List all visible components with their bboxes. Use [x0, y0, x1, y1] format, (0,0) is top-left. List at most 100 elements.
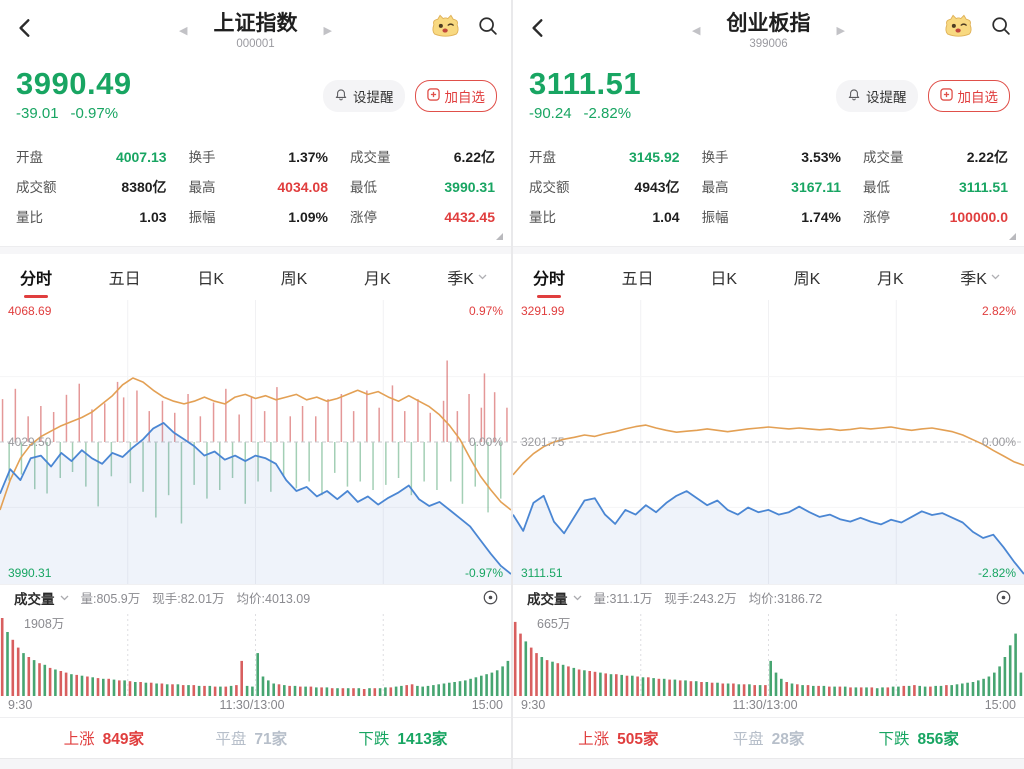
volume-total: 量:805.9万 [80, 592, 141, 606]
stat-value: 2.22亿 [966, 149, 1008, 165]
tab-月K[interactable]: 月K [362, 255, 393, 299]
advancers-count[interactable]: 上涨 849家 [64, 727, 144, 749]
tab-月K[interactable]: 月K [875, 255, 906, 299]
volume-total: 量:311.1万 [593, 592, 653, 606]
stock-title: 创业板指 [726, 11, 811, 35]
unchanged-count[interactable]: 平盘 28家 [733, 727, 805, 749]
tab-日K[interactable]: 日K [195, 255, 226, 299]
period-tabs: 分时 五日 日K 周K 月K 季K [513, 254, 1024, 300]
unchanged-count[interactable]: 平盘 71家 [215, 727, 287, 749]
stat-label: 成交额 [16, 180, 57, 195]
search-icon[interactable] [477, 15, 499, 37]
add-watchlist-button[interactable]: 加自选 [414, 80, 497, 112]
stats-grid: 开盘 4007.13 换手 1.37% 成交量 6.22亿 成交额 8380亿 最高 4034.0… [0, 140, 511, 246]
stat-label: 成交额 [529, 180, 570, 195]
price-change: -39.01 -0.97% [16, 105, 132, 122]
price-section: 3111.51 -90.24 -2.82% 设提醒 加自选 [513, 62, 1024, 140]
expand-stats-icon[interactable] [1009, 233, 1016, 240]
stat-item: 量比 1.03 [16, 206, 167, 226]
stat-item: 换手 1.37% [189, 146, 328, 167]
section-divider [0, 246, 511, 254]
top-bar: ◀ 上证指数 000001 ▶ [0, 0, 511, 62]
price-section: 3990.49 -39.01 -0.97% 设提醒 加自选 [0, 62, 511, 140]
stock-panel-right: ◀ 创业板指 399006 ▶ [513, 0, 1024, 769]
current-price: 3990.49 [16, 66, 132, 101]
stat-label: 最高 [188, 180, 216, 195]
settings-icon[interactable] [995, 589, 1012, 606]
set-alert-button[interactable]: 设提醒 [836, 80, 918, 112]
time-axis: 9:30 11:30/13:00 15:00 [513, 698, 1024, 717]
tab-五日[interactable]: 五日 [107, 255, 143, 299]
set-alert-label: 设提醒 [866, 90, 907, 105]
stat-item: 成交量 6.22亿 [350, 146, 495, 167]
stock-panel-left: ◀ 上证指数 000001 ▶ [0, 0, 511, 769]
tab-周K[interactable]: 周K [279, 255, 310, 299]
stat-item: 换手 3.53% [702, 146, 841, 167]
intraday-chart[interactable]: 4068.69 0.97% 4029.50 0.00% 3990.31 -0.9… [0, 300, 511, 584]
stat-item: 最高 3167.11 [702, 176, 841, 197]
add-watchlist-button[interactable]: 加自选 [927, 80, 1010, 112]
bottom-strip [0, 758, 511, 769]
volume-stats: 量:805.9万 现手:82.01万 均价:4013.09 [81, 588, 483, 607]
tab-季K[interactable]: 季K [445, 255, 489, 299]
prev-stock-icon[interactable]: ◀ [179, 25, 188, 37]
volume-chart[interactable]: 665万 [513, 610, 1024, 698]
stat-item: 振幅 1.09% [189, 206, 328, 226]
decliners-count[interactable]: 下跌 1413家 [358, 727, 447, 749]
bell-icon [334, 88, 348, 105]
stat-value: 1.37% [288, 149, 328, 165]
next-stock-icon[interactable]: ▶ [836, 25, 845, 37]
stat-label: 涨停 [863, 210, 890, 225]
tab-分时[interactable]: 分时 [531, 255, 567, 299]
title-block: 创业板指 399006 [727, 11, 811, 52]
stat-value: 4432.45 [444, 209, 495, 225]
chevron-down-icon [991, 274, 1000, 280]
prev-stock-icon[interactable]: ◀ [692, 25, 701, 37]
unchanged-label: 平盘 [732, 731, 764, 748]
advancers-count[interactable]: 上涨 505家 [578, 727, 658, 749]
stat-value: 3.53% [801, 149, 841, 165]
expand-stats-icon[interactable] [496, 233, 503, 240]
stat-item: 成交额 4943亿 [529, 176, 680, 197]
intraday-chart[interactable]: 3291.99 2.82% 3201.75 0.00% 3111.51 -2.8… [513, 300, 1024, 584]
stock-code: 000001 [236, 37, 275, 50]
stat-item: 开盘 3145.92 [529, 146, 680, 167]
decliners-count[interactable]: 下跌 856家 [879, 727, 959, 749]
advancers-label: 上涨 [63, 731, 95, 748]
title-block: 上证指数 000001 [214, 11, 298, 52]
volume-chart[interactable]: 1908万 [0, 610, 511, 698]
next-stock-icon[interactable]: ▶ [323, 25, 332, 37]
tab-季K[interactable]: 季K [958, 255, 1002, 299]
market-breadth: 上涨 849家 平盘 71家 下跌 1413家 [0, 717, 511, 758]
panel-divider [511, 0, 513, 769]
mascot-icon[interactable] [430, 12, 461, 39]
back-button[interactable] [525, 16, 551, 42]
current-price: 3111.51 [529, 66, 642, 101]
stat-label: 最低 [350, 180, 377, 195]
set-alert-button[interactable]: 设提醒 [323, 80, 405, 112]
time-close: 15:00 [984, 698, 1016, 712]
tab-五日[interactable]: 五日 [620, 255, 656, 299]
time-open: 9:30 [521, 698, 546, 712]
stock-code: 399006 [749, 37, 788, 50]
change-percent: -2.82% [583, 105, 632, 122]
volume-indicator-label: 成交量 [14, 591, 55, 607]
settings-icon[interactable] [482, 589, 499, 606]
stat-item: 振幅 1.74% [702, 206, 841, 226]
volume-indicator-dropdown[interactable]: 成交量 [14, 588, 69, 608]
tab-分时[interactable]: 分时 [18, 255, 54, 299]
change-amount: -90.24 [529, 105, 572, 122]
mascot-icon[interactable] [943, 12, 974, 39]
stat-value: 3167.11 [791, 179, 841, 195]
stat-value: 4007.13 [115, 149, 167, 165]
stat-value: 1.04 [652, 209, 680, 225]
stat-item: 最低 3990.31 [350, 176, 495, 197]
stat-value: 3111.51 [958, 179, 1008, 195]
back-button[interactable] [12, 16, 38, 42]
tab-日K[interactable]: 日K [708, 255, 739, 299]
time-midday: 11:30/13:00 [219, 698, 285, 712]
search-icon[interactable] [990, 15, 1012, 37]
tab-周K[interactable]: 周K [792, 255, 823, 299]
decliners-label: 下跌 [358, 731, 390, 748]
volume-indicator-dropdown[interactable]: 成交量 [527, 588, 582, 608]
